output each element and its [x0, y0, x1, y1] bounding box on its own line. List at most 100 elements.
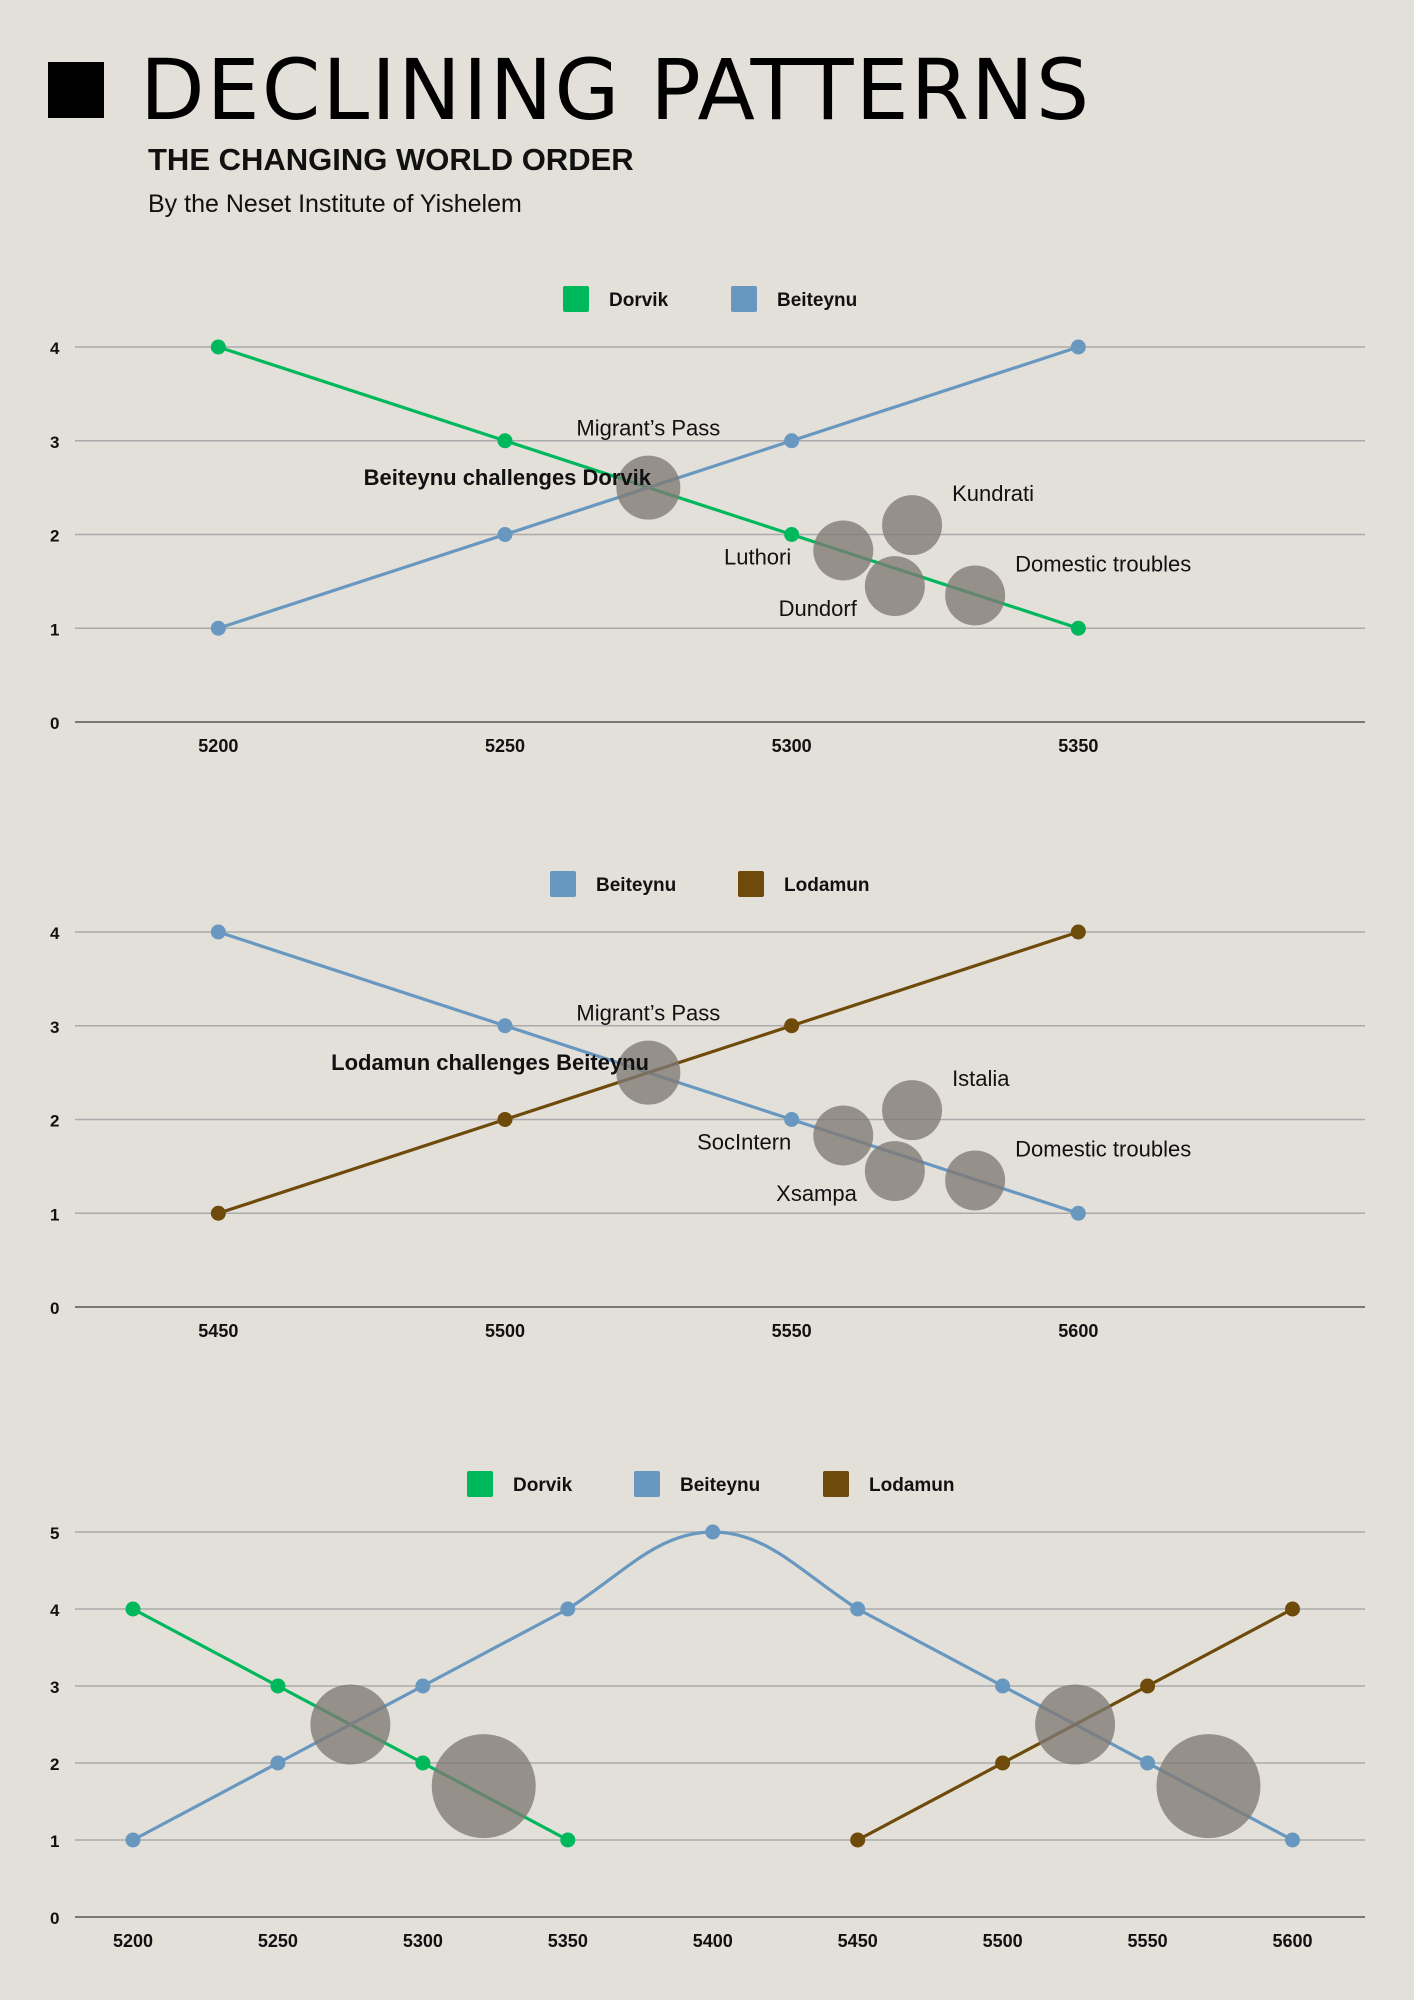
page-subtitle: THE CHANGING WORLD ORDER: [148, 142, 634, 177]
y-tick-label: 2: [50, 1755, 59, 1774]
bubble-label: Migrant’s Pass: [576, 416, 720, 441]
data-point-lodamun: [1285, 1601, 1301, 1617]
x-tick-label: 5350: [548, 1931, 588, 1951]
x-tick-label: 5500: [485, 1321, 525, 1341]
y-tick-label: 4: [50, 1601, 60, 1620]
legend-swatch-beiteynu: [731, 286, 757, 312]
bubble-label: Domestic troubles: [1015, 1136, 1191, 1161]
data-point-beiteynu: [995, 1678, 1011, 1694]
bubble-label: Istalia: [952, 1066, 1010, 1091]
data-point-beiteynu: [1070, 1205, 1086, 1221]
byline: By the Neset Institute of Yishelem: [148, 190, 522, 218]
legend-swatch-beiteynu: [550, 871, 576, 897]
data-point-dorvik: [560, 1832, 576, 1848]
legend-label-lodamun: Lodamun: [869, 1475, 955, 1496]
x-tick-label: 5300: [772, 736, 812, 756]
x-tick-label: 5450: [198, 1321, 238, 1341]
x-tick-label: 5550: [1128, 1931, 1168, 1951]
data-point-beiteynu: [850, 1601, 866, 1617]
legend-swatch-lodamun: [823, 1471, 849, 1497]
legend-swatch-beiteynu: [634, 1471, 660, 1497]
data-point-beiteynu: [705, 1524, 721, 1540]
legend-label-dorvik: Dorvik: [513, 1475, 573, 1496]
bubble-label: Migrant’s Pass: [576, 1001, 720, 1026]
data-point-dorvik: [1070, 620, 1086, 636]
title-square-icon: [48, 62, 104, 118]
bubble-label: Luthori: [724, 544, 791, 569]
event-bubble-istalia: [882, 1080, 943, 1141]
chart-lodamun-vs-beiteynu: 0 1 2 3 4 5450 5500 5550 5600 Beiteynu Lodamun Migr…: [50, 871, 1365, 1341]
chart-beiteynu-vs-dorvik: 0 1 2 3 4 5200 5250 5300 5350 Dorvik Beiteynu Migra…: [50, 286, 1365, 756]
data-point-beiteynu: [497, 1018, 513, 1034]
x-tick-label: 5200: [198, 736, 238, 756]
data-point-lodamun: [497, 1112, 513, 1127]
x-tick-label: 5200: [113, 1931, 153, 1951]
data-point-dorvik: [270, 1678, 286, 1694]
y-tick-label: 3: [50, 1678, 59, 1697]
legend-label-beiteynu: Beiteynu: [680, 1475, 760, 1496]
y-tick-label: 0: [50, 1299, 59, 1318]
data-point-beiteynu: [560, 1601, 576, 1617]
data-point-beiteynu: [125, 1832, 141, 1848]
chart-combined-timeline: 0 1 2 3 4 5 5200 5250 5300 5350 5400 5450 5500 5550 56…: [50, 1471, 1365, 1951]
gridlines: [75, 346, 1365, 723]
chart-annotation: Lodamun challenges Beiteynu: [331, 1050, 649, 1075]
data-point-dorvik: [784, 527, 800, 542]
event-bubble-domestic-troubles: [945, 565, 1006, 626]
event-bubble-migrant-s-pass: [616, 455, 681, 520]
event-bubble-domestic-troubles: [945, 1150, 1006, 1211]
y-tick-label: 1: [50, 1832, 59, 1851]
x-tick-label: 5550: [772, 1321, 812, 1341]
data-point-beiteynu: [1140, 1755, 1156, 1771]
y-tick-label: 3: [50, 433, 59, 452]
header: DECLINING PATTERNS THE CHANGING WORLD OR…: [0, 0, 1414, 240]
legend-swatch-dorvik: [467, 1471, 493, 1497]
x-tick-label: 5400: [693, 1931, 733, 1951]
event-bubble-kundrati: [882, 495, 943, 556]
legend-label-lodamun: Lodamun: [784, 875, 870, 896]
data-point-lodamun: [1140, 1678, 1156, 1694]
legend-label-dorvik: Dorvik: [609, 290, 669, 311]
gridlines: [75, 1531, 1365, 1918]
data-point-lodamun: [210, 1205, 226, 1221]
data-point-lodamun: [850, 1832, 866, 1848]
y-tick-label: 4: [50, 924, 60, 943]
y-tick-label: 1: [50, 1205, 59, 1224]
data-point-lodamun: [784, 1018, 800, 1034]
data-point-dorvik: [125, 1601, 141, 1617]
data-point-beiteynu: [210, 620, 226, 636]
data-point-beiteynu: [497, 527, 513, 542]
bubble-label: Dundorf: [779, 596, 858, 621]
legend-label-beiteynu: Beiteynu: [596, 875, 676, 896]
data-point-beiteynu: [784, 433, 800, 449]
y-tick-label: 0: [50, 714, 59, 733]
bubble-label: SocIntern: [697, 1129, 791, 1154]
data-point-lodamun: [1070, 924, 1086, 940]
x-tick-label: 5250: [485, 736, 525, 756]
event-bubble: [431, 1734, 536, 1839]
x-tick-label: 5450: [838, 1931, 878, 1951]
y-tick-label: 5: [50, 1524, 59, 1543]
y-tick-label: 2: [50, 527, 59, 546]
data-point-beiteynu: [415, 1678, 431, 1694]
page-title: DECLINING PATTERNS: [140, 41, 1092, 139]
event-bubble-socintern: [813, 1105, 874, 1166]
legend-swatch-lodamun: [738, 871, 764, 897]
data-point-dorvik: [497, 433, 513, 449]
data-point-beiteynu: [210, 924, 226, 940]
y-tick-label: 1: [50, 620, 59, 639]
event-bubble: [310, 1684, 391, 1765]
y-tick-label: 0: [50, 1909, 59, 1928]
data-point-lodamun: [995, 1755, 1011, 1771]
x-tick-label: 5300: [403, 1931, 443, 1951]
bubble-label: Kundrati: [952, 481, 1034, 506]
event-bubble-dundorf: [864, 556, 925, 617]
data-point-beiteynu: [270, 1755, 286, 1771]
x-tick-label: 5600: [1058, 1321, 1098, 1341]
gridlines: [75, 931, 1365, 1308]
event-bubble: [1156, 1734, 1261, 1839]
y-tick-label: 4: [50, 339, 60, 358]
legend-label-beiteynu: Beiteynu: [777, 290, 857, 311]
y-tick-label: 3: [50, 1018, 59, 1037]
legend-swatch-dorvik: [563, 286, 589, 312]
